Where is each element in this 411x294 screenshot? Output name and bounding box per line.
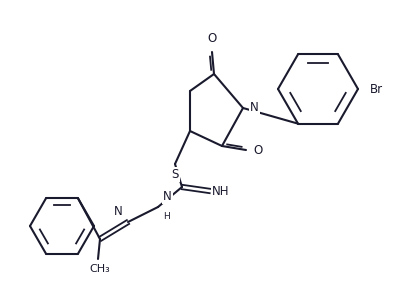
Text: O: O xyxy=(253,143,262,156)
Text: S: S xyxy=(171,168,179,181)
Text: Br: Br xyxy=(370,83,383,96)
Text: N: N xyxy=(250,101,259,113)
Text: N: N xyxy=(163,190,172,203)
Text: CH₃: CH₃ xyxy=(90,264,111,274)
Text: H: H xyxy=(163,212,170,221)
Text: N: N xyxy=(114,205,123,218)
Text: NH: NH xyxy=(212,185,230,198)
Text: O: O xyxy=(208,32,217,45)
